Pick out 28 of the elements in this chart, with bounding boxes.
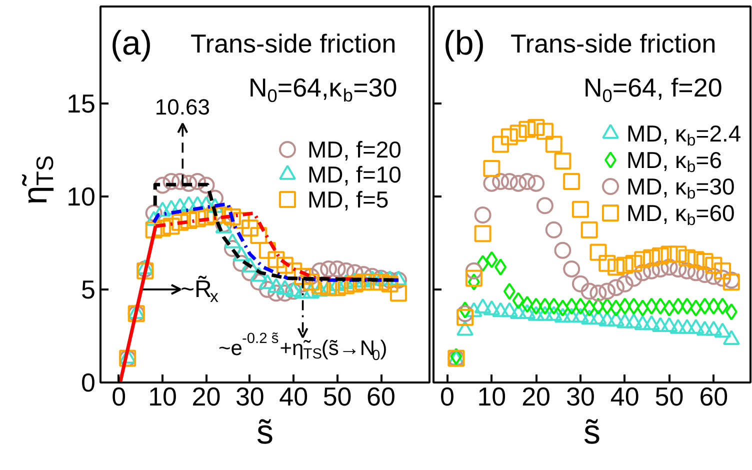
legend-label: MD, f=10 xyxy=(308,162,402,188)
annotation: 10.63 xyxy=(154,94,210,120)
x-tick-label: 10 xyxy=(148,382,178,412)
x-tick-label: 60 xyxy=(366,382,396,412)
x-tick-label: 20 xyxy=(192,382,221,412)
x-axis-title: s̃ xyxy=(256,414,274,452)
annotation: Trans-side friction xyxy=(510,28,716,58)
y-tick-label: 5 xyxy=(81,274,96,304)
x-tick-label: 50 xyxy=(654,382,684,412)
x-tick-label: 0 xyxy=(112,382,126,412)
y-tick-label: 10 xyxy=(66,181,96,212)
legend-label: MD, f=5 xyxy=(308,186,389,212)
y-tick-label: 15 xyxy=(66,88,96,118)
x-tick-label: 40 xyxy=(279,382,308,412)
annotation: (b) xyxy=(444,24,486,62)
x-tick-label: 10 xyxy=(477,382,506,412)
x-tick-label: 30 xyxy=(566,382,595,412)
y-axis-title: η̃TS xyxy=(16,155,59,205)
x-tick-label: 30 xyxy=(235,382,264,412)
x-tick-label: 0 xyxy=(440,382,454,412)
x-tick-label: 50 xyxy=(322,382,352,412)
x-tick-label: 20 xyxy=(522,382,551,412)
annotation: Trans-side friction xyxy=(190,28,396,58)
x-tick-label: 40 xyxy=(610,382,640,412)
x-tick-label: 60 xyxy=(699,382,728,412)
x-axis-title: s̃ xyxy=(584,414,600,452)
annotation: (a) xyxy=(110,24,152,62)
legend-label: MD, f=20 xyxy=(308,136,402,162)
